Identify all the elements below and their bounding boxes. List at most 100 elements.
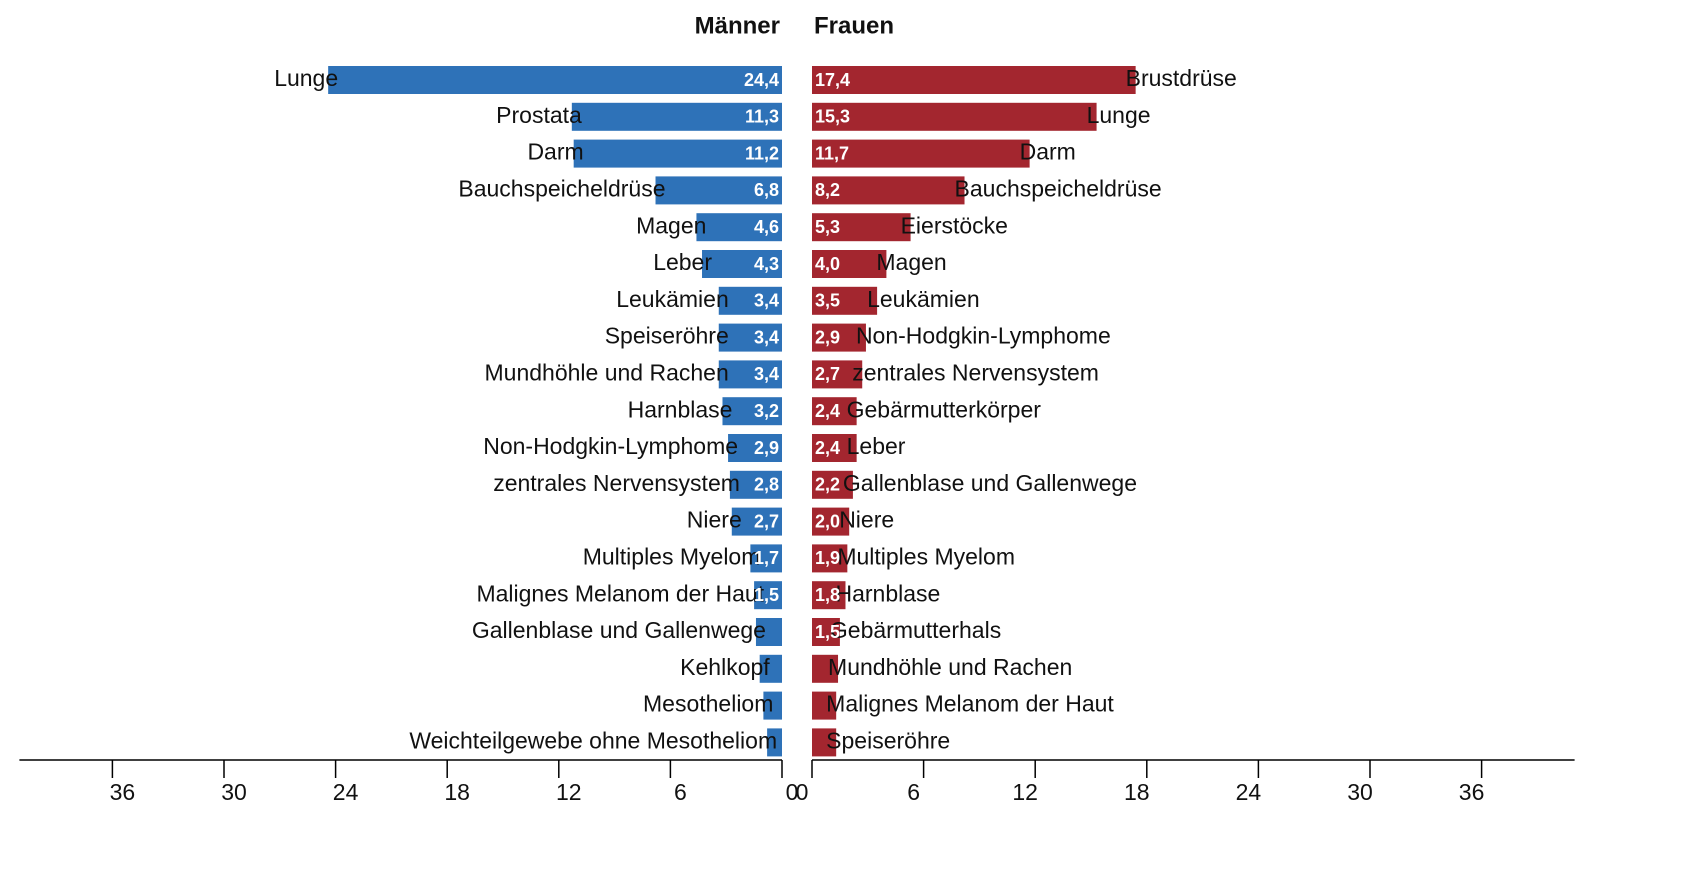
- bar: [812, 728, 837, 757]
- category-label: Multiples Myelom: [583, 543, 761, 569]
- bar: [728, 434, 782, 462]
- bar: [722, 397, 782, 426]
- x-tick-label: 6: [674, 779, 687, 805]
- category-label: Weichteilgewebe ohne Mesotheliom: [409, 727, 777, 753]
- value-label: 15,3: [815, 107, 850, 127]
- category-label: Gebärmutterhals: [830, 617, 1001, 643]
- bar: [573, 139, 782, 168]
- x-tick-label: 24: [1236, 779, 1262, 805]
- value-label: 1,5: [815, 622, 840, 642]
- category-label: Niere: [687, 507, 742, 533]
- value-label: 3,4: [754, 327, 779, 347]
- category-label: Non-Hodgkin-Lymphome: [483, 433, 738, 459]
- bar: [812, 360, 863, 389]
- value-label: 4,3: [754, 254, 779, 274]
- value-label: 2,7: [754, 511, 779, 531]
- bar: [812, 139, 1030, 168]
- category-label: Darm: [527, 139, 583, 165]
- category-label: Lunge: [1087, 102, 1151, 128]
- value-label: 4,6: [754, 217, 779, 237]
- value-label: 5,3: [815, 217, 840, 237]
- category-label: zentrales Nervensystem: [493, 470, 740, 496]
- value-label: 2,2: [815, 475, 840, 495]
- value-label: 2,4: [815, 401, 840, 421]
- bar: [718, 323, 782, 352]
- category-label: Darm: [1020, 139, 1076, 165]
- category-label: Multiples Myelom: [837, 543, 1015, 569]
- bar: [759, 654, 782, 683]
- category-label: Non-Hodgkin-Lymphome: [856, 323, 1111, 349]
- value-label: 2,0: [815, 511, 840, 531]
- value-label: 1,7: [754, 548, 779, 568]
- bar: [655, 176, 782, 205]
- bar: [571, 102, 782, 131]
- bar: [755, 618, 782, 646]
- category-label: Gallenblase und Gallenwege: [472, 617, 766, 643]
- category-label: Malignes Melanom der Haut: [476, 580, 764, 606]
- bar: [812, 102, 1097, 131]
- x-tick-label: 36: [110, 779, 136, 805]
- value-label: 4,0: [815, 254, 840, 274]
- bar: [812, 397, 857, 426]
- bar: [763, 691, 782, 720]
- category-label: Harnblase: [628, 396, 733, 422]
- category-label: Niere: [839, 507, 894, 533]
- x-tick-label: 12: [1012, 779, 1038, 805]
- value-label: 1,8: [815, 585, 840, 605]
- category-label: Speiseröhre: [826, 727, 950, 753]
- bar: [812, 66, 1136, 94]
- bar: [702, 250, 782, 278]
- value-label: 3,2: [754, 401, 779, 421]
- x-tick-label: 0: [796, 779, 809, 805]
- bar: [718, 286, 782, 315]
- bar: [812, 691, 837, 720]
- panel-title: Frauen: [814, 12, 894, 39]
- bar: [812, 250, 887, 278]
- category-label: Mesotheliom: [643, 691, 773, 717]
- category-label: Leukämien: [616, 286, 729, 312]
- bar: [729, 470, 782, 499]
- value-label: 2,9: [754, 438, 779, 458]
- bar: [812, 581, 846, 610]
- x-tick-label: 30: [221, 779, 247, 805]
- category-label: Eierstöcke: [901, 212, 1008, 238]
- value-label: 8,2: [815, 180, 840, 200]
- value-label: 2,4: [815, 438, 840, 458]
- category-label: Kehlkopf: [680, 654, 770, 680]
- bar: [767, 728, 782, 757]
- bar: [812, 434, 857, 462]
- bar: [812, 470, 853, 499]
- category-label: Magen: [876, 249, 946, 275]
- x-tick-label: 18: [444, 779, 470, 805]
- category-label: Magen: [636, 212, 706, 238]
- bar: [812, 286, 878, 315]
- value-label: 3,4: [754, 291, 779, 311]
- value-label: 3,4: [754, 364, 779, 384]
- category-label: Leber: [847, 433, 906, 459]
- value-label: 6,8: [754, 180, 779, 200]
- value-label: 17,4: [815, 70, 850, 90]
- category-label: Gebärmutterkörper: [847, 396, 1042, 422]
- x-tick-label: 6: [907, 779, 920, 805]
- value-label: 24,4: [744, 70, 779, 90]
- bar: [696, 213, 782, 242]
- bar: [812, 507, 850, 536]
- bar: [731, 507, 782, 536]
- category-label: zentrales Nervensystem: [852, 359, 1099, 385]
- x-tick-label: 36: [1459, 779, 1485, 805]
- bar: [754, 581, 782, 610]
- value-label: 11,2: [745, 143, 779, 163]
- bar: [812, 654, 839, 683]
- category-label: Mundhöhle und Rachen: [828, 654, 1072, 680]
- value-label: 2,8: [754, 475, 779, 495]
- value-label: 1,9: [815, 548, 840, 568]
- panel-title: Männer: [695, 12, 780, 39]
- category-label: Brustdrüse: [1126, 65, 1237, 91]
- category-label: Bauchspeicheldrüse: [955, 175, 1162, 201]
- bar: [328, 66, 782, 94]
- value-label: 1,5: [754, 585, 779, 605]
- value-label: 2,7: [815, 364, 840, 384]
- bar: [750, 544, 782, 573]
- category-label: Prostata: [496, 102, 582, 128]
